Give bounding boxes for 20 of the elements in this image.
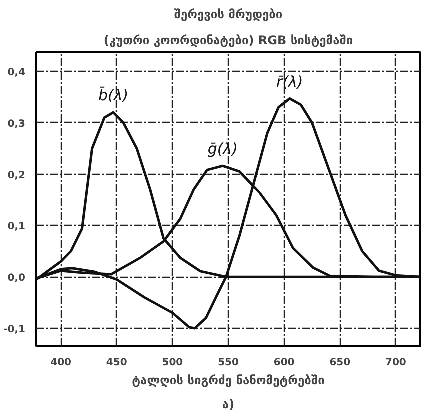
chart-subtitle: (კუთრი კოორდინატები) RGB სისტემაში <box>104 34 354 48</box>
x-tick-label: 500 <box>162 358 184 368</box>
x-tick-label: 450 <box>106 358 128 368</box>
x-axis-title: ტალღის სიგრძე ნანომეტრებში <box>132 374 326 388</box>
series-label: ḡ(λ) <box>208 140 238 158</box>
y-tick-label: 0,2 <box>8 170 26 182</box>
series-label: b̄(λ) <box>98 86 129 105</box>
chart-title: შერევის მრუდები <box>174 8 283 22</box>
y-tick-label: 0,1 <box>8 222 26 233</box>
y-tick-label: 0,4 <box>8 68 26 79</box>
x-tick-label: 550 <box>218 358 239 368</box>
x-tick-label: 700 <box>386 358 406 368</box>
x-tick-label: 400 <box>50 358 72 368</box>
y-tick-label: 0,3 <box>8 118 26 130</box>
y-tick-label: 0,0 <box>8 273 26 284</box>
series-label: r̄(λ) <box>276 72 304 91</box>
y-tick-label: -0,1 <box>4 324 26 336</box>
x-tick-label: 650 <box>330 358 351 368</box>
x-tick-label: 600 <box>274 358 295 368</box>
text: ა) <box>222 398 235 412</box>
